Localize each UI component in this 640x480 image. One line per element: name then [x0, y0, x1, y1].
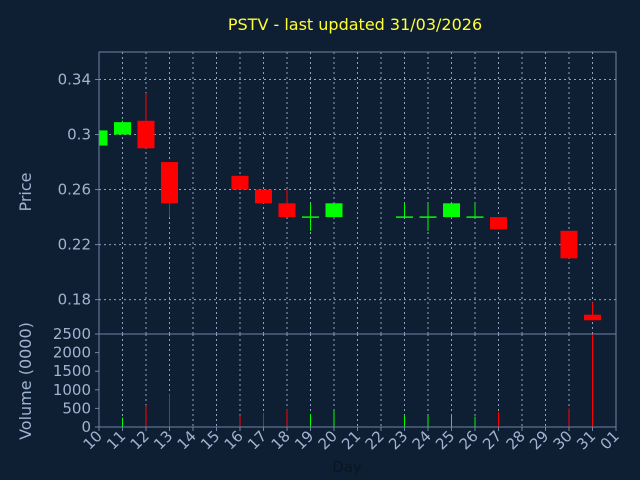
volume-tick-label: 500 [62, 399, 91, 417]
volume-tick-label: 1500 [53, 362, 91, 380]
x-tick-label: 28 [503, 427, 529, 453]
x-tick-label: 22 [362, 427, 388, 453]
price-axis-label: Price [16, 172, 35, 211]
x-tick-label: 26 [456, 427, 482, 453]
price-tick-label: 0.34 [58, 71, 91, 89]
candle-body [584, 314, 601, 321]
x-tick-label: 31 [573, 427, 599, 453]
candle-body [490, 217, 507, 230]
candle-body [161, 162, 178, 204]
candle-body [231, 175, 249, 190]
x-tick-label: 14 [174, 427, 200, 453]
candle-body [560, 230, 578, 259]
volume-tick-label: 1000 [53, 381, 91, 399]
x-tick-label: 11 [103, 427, 129, 453]
volume-tick-label: 0 [81, 418, 91, 436]
candle-body [443, 203, 460, 218]
x-tick-label: 27 [479, 427, 505, 453]
x-tick-label: 20 [315, 427, 341, 453]
candle-body [325, 203, 343, 218]
x-tick-label: 01 [597, 427, 623, 453]
x-tick-label: 25 [432, 427, 458, 453]
price-panel: 0.18 0.22 0.26 0.3 0.34 [58, 51, 617, 335]
volume-tick-label: 2000 [53, 344, 91, 362]
candle-body [99, 130, 108, 146]
x-tick-label: 13 [150, 427, 176, 453]
x-tick-label: 18 [268, 427, 294, 453]
x-tick-label: 29 [526, 427, 552, 453]
volume-tick-label: 2500 [53, 325, 91, 343]
x-axis-label: Day [332, 458, 362, 476]
x-tick-label: 15 [197, 427, 223, 453]
x-tick-label: 24 [409, 427, 435, 453]
candle-body [278, 203, 296, 218]
chart-title: PSTV - last updated 31/03/2026 [228, 15, 482, 34]
price-tick-label: 0.22 [58, 236, 91, 254]
candle-body [255, 189, 272, 204]
x-tick-label: 21 [338, 427, 364, 453]
x-tick-label: 16 [221, 427, 247, 453]
x-tick-label: 17 [244, 427, 270, 453]
x-tick-label: 23 [385, 427, 411, 453]
price-tick-label: 0.3 [67, 126, 91, 144]
x-tick-label: 30 [550, 427, 576, 453]
price-tick-label: 0.26 [58, 181, 91, 199]
candle-body [114, 122, 131, 135]
x-axis-ticks: 1011121314151617181920212223242526272829… [80, 427, 623, 453]
candle-body [137, 120, 155, 149]
x-tick-label: 12 [127, 427, 153, 453]
price-tick-label: 0.18 [58, 291, 91, 309]
volume-axis-label: Volume (0000) [16, 322, 35, 440]
x-tick-label: 19 [291, 427, 317, 453]
